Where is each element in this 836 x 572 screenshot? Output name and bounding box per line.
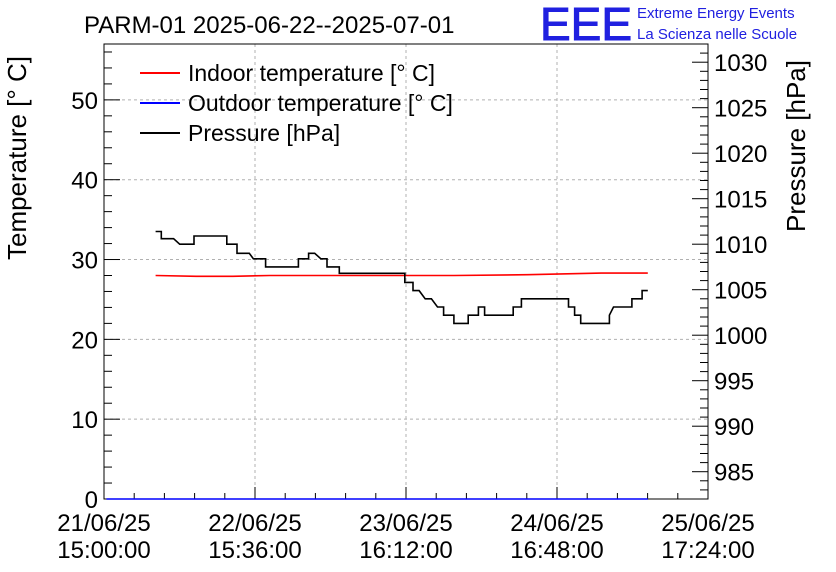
- y-axis-left: 0 10 20 30 40 50: [71, 51, 120, 514]
- x-tick-label-time: 17:24:00: [661, 537, 754, 564]
- legend-label: Pressure [hPa]: [188, 120, 340, 146]
- eee-logo: EEE Extreme Energy Events La Scienza nel…: [540, 0, 798, 51]
- y2-tick-label: 985: [714, 460, 754, 487]
- y-tick-label: 30: [71, 248, 98, 275]
- legend: Indoor temperature [° C] Outdoor temperat…: [140, 60, 453, 146]
- y-axis-right: 985 990 995 1000 1005 1010 1015 1020 1025 1030: [692, 50, 767, 491]
- series-pressure-hpa-line: [155, 230, 648, 325]
- chart-title: PARM-01 2025-06-22--2025-07-01: [84, 12, 454, 39]
- y2-tick-label: 1010: [714, 232, 767, 259]
- x-tick-label-date: 24/06/25: [510, 510, 603, 537]
- y-tick-label: 20: [71, 327, 98, 354]
- x-tick-label-time: 15:00:00: [57, 537, 150, 564]
- legend-label: Indoor temperature [° C]: [188, 60, 435, 86]
- logo-mark: EEE: [540, 0, 632, 50]
- y2-tick-label: 995: [714, 369, 754, 396]
- y-tick-label: 10: [71, 407, 98, 434]
- y2-tick-label: 1025: [714, 96, 767, 123]
- x-tick-label-time: 16:48:00: [510, 537, 603, 564]
- y2-tick-label: 1015: [714, 187, 767, 214]
- y-axis-label: Temperature [° C]: [2, 56, 32, 260]
- x-tick-label-date: 22/06/25: [208, 510, 301, 537]
- y2-tick-label: 1000: [714, 323, 767, 350]
- y-tick-label: 0: [85, 487, 98, 514]
- y2-axis-label: Pressure [hPa]: [781, 60, 811, 232]
- x-tick-label-time: 15:36:00: [208, 537, 301, 564]
- logo-line-1: Extreme Energy Events: [637, 5, 795, 22]
- x-tick-label-time: 16:12:00: [359, 537, 452, 564]
- y-tick-label: 50: [71, 88, 98, 115]
- y2-tick-label: 1020: [714, 141, 767, 168]
- y2-tick-label: 1005: [714, 278, 767, 305]
- y2-tick-label: 990: [714, 414, 754, 441]
- x-tick-label-date: 23/06/25: [359, 510, 452, 537]
- series-layer: [106, 230, 648, 500]
- y-tick-label: 40: [71, 168, 98, 195]
- y2-tick-label: 1030: [714, 50, 767, 77]
- series-indoor-temperature-c-line: [155, 272, 648, 278]
- logo-line-2: La Scienza nelle Scuole: [637, 26, 797, 43]
- legend-label: Outdoor temperature [° C]: [188, 90, 453, 116]
- x-tick-label-date: 25/06/25: [661, 510, 754, 537]
- x-tick-label-date: 21/06/25: [57, 510, 150, 537]
